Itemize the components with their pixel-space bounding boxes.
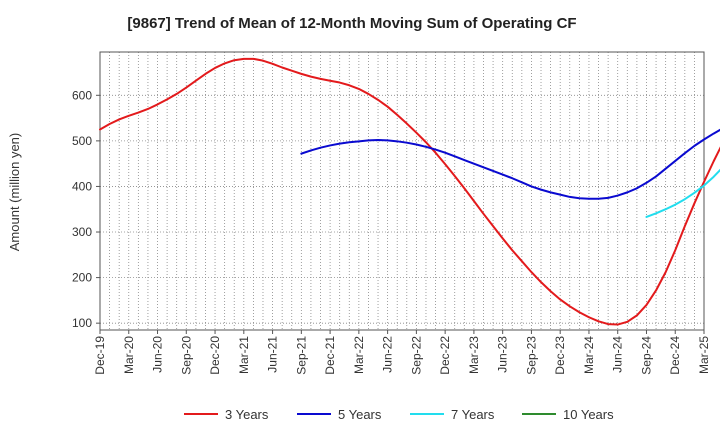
y-tick-label: 100 [72,316,92,330]
series-lines [99,57,720,326]
legend-label: 7 Years [451,407,495,422]
x-tick-label: Mar-21 [237,336,251,374]
x-tick-label: Dec-19 [93,336,107,375]
x-tick-label: Jun-21 [266,336,280,373]
x-tick-label: Mar-25 [697,336,711,374]
x-tick-label: Dec-24 [668,336,682,375]
x-tick-label: Sep-21 [294,336,308,375]
x-tick-label: Dec-20 [208,336,222,375]
y-axis: 100 200 300 400 500 600 [72,88,100,330]
y-tick-label: 200 [72,271,92,285]
x-tick-label: Mar-23 [467,336,481,374]
series-line-7-years [645,168,720,218]
x-axis: Dec-19 Mar-20 Jun-20 Sep-20 Dec-20 Mar-21 Jun-… [93,330,711,375]
grid [100,52,704,330]
x-tick-label: Jun-20 [151,336,165,373]
y-tick-label: 600 [72,88,92,102]
x-tick-label: Jun-23 [496,336,510,373]
x-tick-label: Mar-20 [122,336,136,374]
series-line-5-years [300,128,720,200]
legend-label: 5 Years [338,407,382,422]
legend-label: 10 Years [563,407,614,422]
y-tick-label: 400 [72,179,92,193]
x-tick-label: Jun-22 [381,336,395,373]
y-axis-label: Amount (million yen) [7,133,22,252]
x-tick-label: Sep-23 [524,336,538,375]
x-tick-label: Sep-20 [179,336,193,375]
x-tick-label: Sep-22 [409,336,423,375]
legend: 3 Years 5 Years 7 Years 10 Years [184,407,614,422]
x-tick-label: Sep-24 [639,336,653,375]
chart-title: [9867] Trend of Mean of 12-Month Moving … [127,15,576,32]
plot-area [99,51,705,331]
y-tick-label: 500 [72,134,92,148]
x-tick-label: Jun-24 [611,336,625,373]
legend-label: 3 Years [225,407,269,422]
x-tick-label: Dec-21 [323,336,337,375]
x-tick-label: Mar-24 [582,336,596,374]
series-line-3-years [99,57,720,326]
x-tick-label: Dec-22 [438,336,452,375]
x-tick-label: Mar-22 [352,336,366,374]
y-tick-label: 300 [72,225,92,239]
x-tick-label: Dec-23 [553,336,567,375]
